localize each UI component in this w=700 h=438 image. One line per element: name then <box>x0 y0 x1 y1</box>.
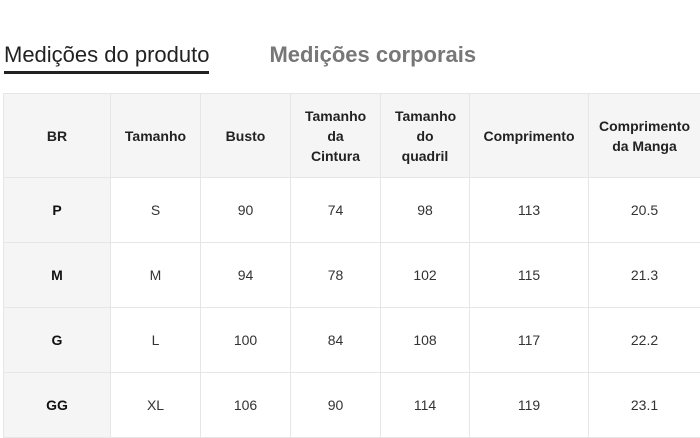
table-cell: 113 <box>470 178 589 243</box>
column-header: Tamanho da Cintura <box>291 94 381 178</box>
column-header: BR <box>4 94 111 178</box>
table-cell: 106 <box>201 373 291 438</box>
table-cell: 114 <box>381 373 470 438</box>
table-cell: S <box>111 178 201 243</box>
column-header: Tamanho <box>111 94 201 178</box>
table-cell: XL <box>111 373 201 438</box>
table-cell: 102 <box>381 243 470 308</box>
table-cell: 78 <box>291 243 381 308</box>
table-cell: 94 <box>201 243 291 308</box>
table-cell: 108 <box>381 308 470 373</box>
column-header: Comprimento <box>470 94 589 178</box>
column-header: Busto <box>201 94 291 178</box>
table-cell: 98 <box>381 178 470 243</box>
measurement-tabs: Medições do produto Medições corporais <box>4 42 476 74</box>
table-cell: 21.3 <box>589 243 700 308</box>
size-label-cell: GG <box>4 373 111 438</box>
table-cell: 20.5 <box>589 178 700 243</box>
column-header: Tamanho do quadril <box>381 94 470 178</box>
table-cell: 117 <box>470 308 589 373</box>
table-cell: L <box>111 308 201 373</box>
tab-body-measurements[interactable]: Medições corporais <box>269 42 476 74</box>
table-cell: 90 <box>291 373 381 438</box>
table-cell: 100 <box>201 308 291 373</box>
tab-product-measurements[interactable]: Medições do produto <box>4 42 209 74</box>
column-header: Comprimento da Manga <box>589 94 700 178</box>
size-label-cell: M <box>4 243 111 308</box>
table-cell: 119 <box>470 373 589 438</box>
table-cell: 74 <box>291 178 381 243</box>
table-cell: 84 <box>291 308 381 373</box>
table-cell: 90 <box>201 178 291 243</box>
table-cell: 115 <box>470 243 589 308</box>
table-cell: M <box>111 243 201 308</box>
table-cell: 22.2 <box>589 308 700 373</box>
size-label-cell: P <box>4 178 111 243</box>
size-label-cell: G <box>4 308 111 373</box>
table-cell: 23.1 <box>589 373 700 438</box>
